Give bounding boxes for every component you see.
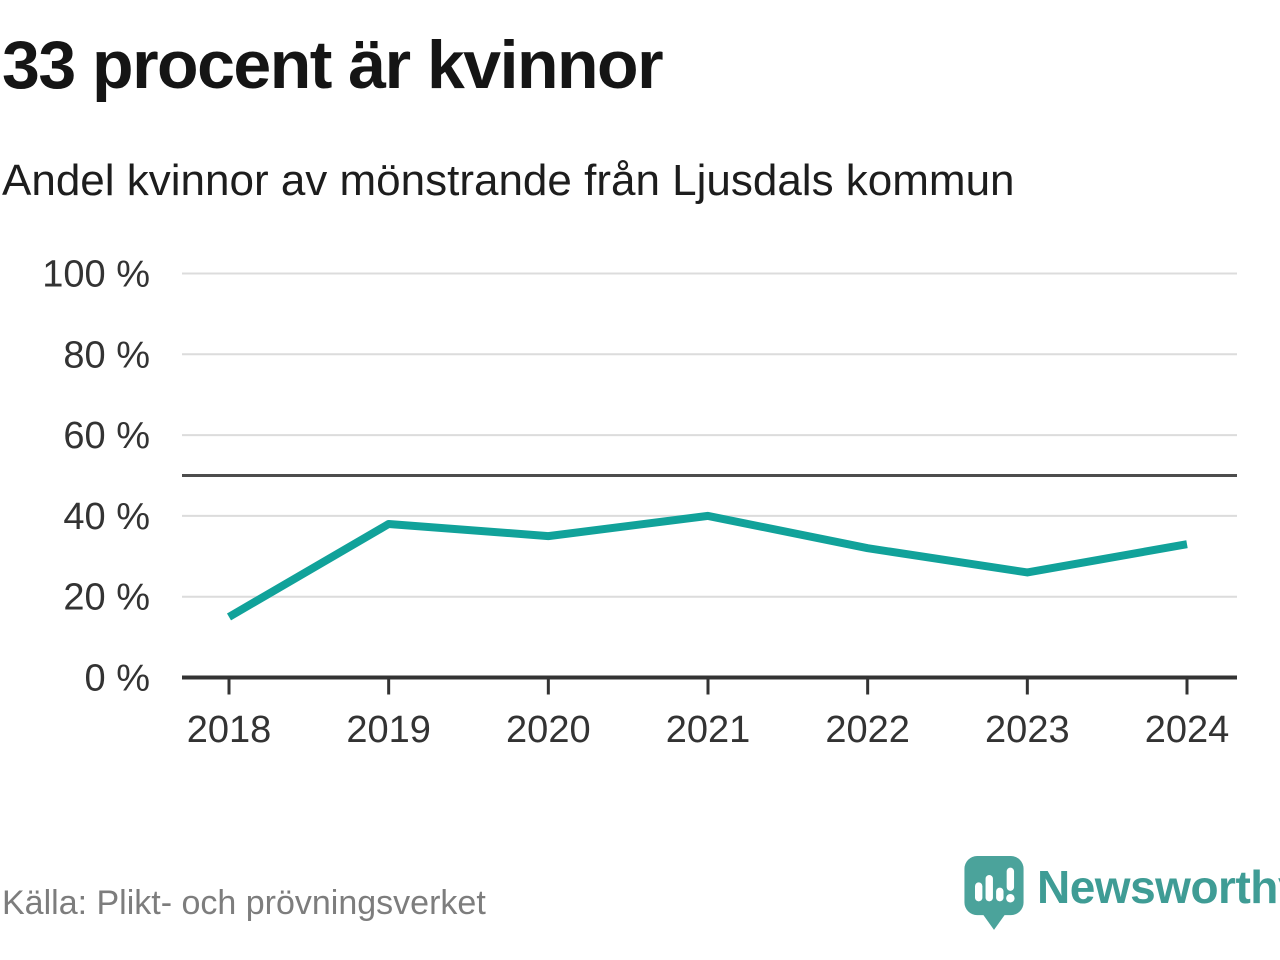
newsworthy-logo-icon	[964, 856, 1024, 930]
source-note: Källa: Plikt- och prövningsverket	[2, 884, 486, 922]
chart-title: 33 procent är kvinnor	[2, 27, 664, 103]
newsworthy-wordmark: Newsworthy	[1037, 861, 1280, 913]
svg-text:20 %: 20 %	[63, 577, 150, 619]
logo-bar-1	[975, 882, 983, 902]
newsworthy-logo: Newsworthy	[963, 856, 1280, 932]
logo-bar-2	[985, 875, 993, 902]
logo-exclamation-bar	[1006, 867, 1015, 891]
svg-text:2022: 2022	[825, 709, 910, 751]
svg-text:2018: 2018	[187, 709, 272, 751]
svg-text:80 %: 80 %	[63, 334, 150, 376]
chart-subtitle: Andel kvinnor av mönstrande från Ljusdal…	[2, 156, 1015, 205]
svg-text:40 %: 40 %	[63, 496, 150, 538]
svg-text:100 %: 100 %	[42, 254, 150, 296]
svg-text:2020: 2020	[506, 709, 591, 751]
svg-text:2021: 2021	[666, 709, 751, 751]
svg-text:2023: 2023	[985, 709, 1070, 751]
svg-text:2019: 2019	[346, 709, 431, 751]
logo-bar-3	[996, 887, 1004, 902]
logo-bubble-shape	[964, 856, 1024, 930]
svg-text:2024: 2024	[1145, 709, 1230, 751]
logo-exclamation-dot	[1006, 894, 1015, 903]
svg-text:0 %: 0 %	[85, 658, 150, 700]
svg-text:60 %: 60 %	[63, 415, 150, 457]
